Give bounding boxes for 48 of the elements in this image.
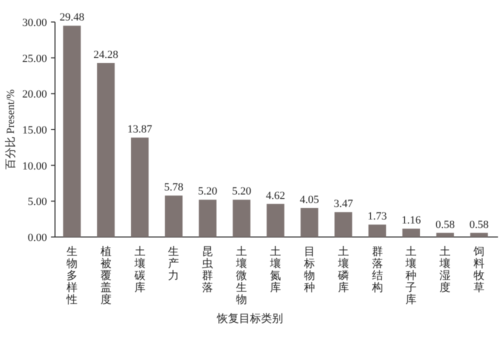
y-tick-label: 15.00	[22, 124, 48, 136]
y-tick-label: 25.00	[22, 52, 48, 65]
y-tick-label: 0.00	[28, 232, 48, 244]
data-label: 1.73	[368, 210, 388, 223]
x-tick-label: 土壤湿度	[438, 245, 451, 294]
y-tick-label: 30.00	[22, 17, 48, 29]
x-tick-label: 生物多样性	[65, 245, 78, 306]
data-label: 5.20	[198, 186, 218, 198]
data-label: 0.58	[469, 218, 490, 231]
bar	[63, 26, 81, 237]
data-label: 4.05	[300, 194, 320, 206]
x-axis-title: 恢复目标类别	[216, 312, 283, 325]
y-axis-title: 百分比 Present/%	[4, 89, 17, 170]
bar	[334, 212, 352, 237]
data-label: 1.16	[402, 214, 422, 227]
y-tick-label: 5.00	[28, 196, 48, 208]
bar	[232, 200, 250, 237]
bar	[300, 208, 318, 237]
x-tick-label: 土壤磷库	[336, 245, 349, 294]
x-tick-label: 土壤碳库	[133, 245, 146, 294]
bar	[436, 232, 454, 237]
x-tick-label: 饲料牧草	[472, 246, 485, 294]
y-tick-label: 20.00	[22, 88, 48, 101]
bar	[97, 62, 115, 237]
bar	[198, 200, 216, 237]
data-label: 13.87	[127, 124, 153, 136]
data-label: 4.62	[266, 190, 286, 202]
x-tick-label: 植被覆盖度	[100, 245, 112, 306]
x-tick-label: 目标物种	[302, 246, 315, 294]
data-label: 5.78	[164, 182, 184, 194]
data-label: 3.47	[334, 198, 354, 210]
x-tick-label: 生产力	[168, 245, 180, 282]
y-tick-label: 10.00	[22, 160, 48, 172]
bar	[470, 232, 488, 237]
bar	[164, 196, 183, 237]
x-tick-label: 土壤氮库	[269, 245, 281, 294]
data-label: 5.20	[232, 186, 252, 198]
bar	[368, 224, 386, 237]
bar	[130, 138, 149, 237]
x-tick-label: 群落结构	[370, 246, 383, 294]
x-tick-label: 土壤微生物	[235, 245, 248, 306]
bar	[402, 228, 420, 237]
data-label: 0.58	[435, 218, 456, 231]
x-tick-label: 昆虫群落	[202, 246, 214, 294]
bar	[266, 204, 284, 237]
data-label: 29.48	[60, 12, 85, 24]
data-label: 24.28	[94, 48, 119, 61]
x-tick-label: 土壤种子库	[404, 245, 417, 306]
